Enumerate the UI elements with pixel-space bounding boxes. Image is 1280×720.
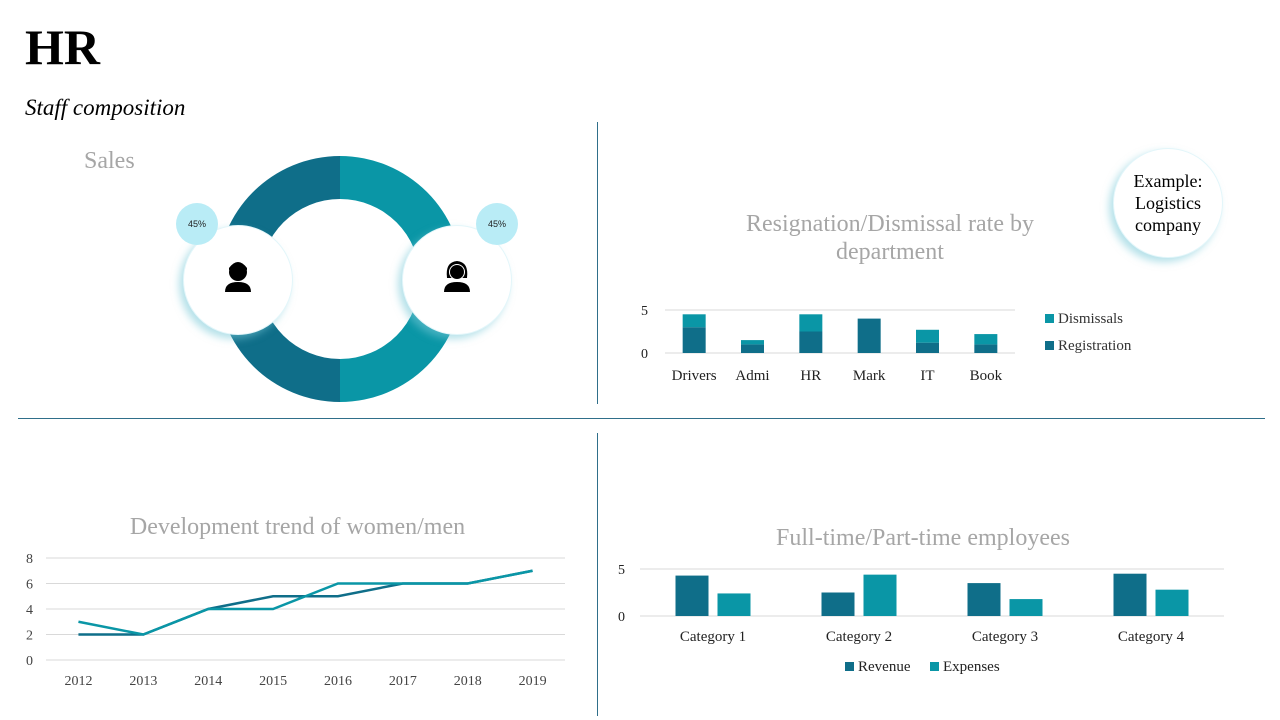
y-tick-label: 4	[26, 603, 33, 618]
y-tick-label: 5	[641, 304, 648, 319]
bar-registration	[799, 331, 823, 353]
y-tick-label: 6	[26, 578, 33, 593]
bar-dismissals	[974, 334, 998, 345]
legend-swatch	[1045, 314, 1054, 323]
y-tick-label: 0	[26, 654, 33, 669]
x-tick-label: Category 3	[972, 629, 1038, 645]
horizontal-divider	[18, 418, 1265, 419]
y-tick-label: 8	[26, 552, 33, 567]
x-tick-label: Mark	[853, 368, 886, 384]
bar-expenses	[1155, 589, 1189, 616]
fulltime-chart: 0 5 Category 1 Category 2 Category 3 Category…	[618, 563, 1224, 675]
x-tick-label: Admi	[735, 368, 769, 384]
resignation-chart: 0 5 Drivers Admi HR Mark IT Book Dismissals Regis…	[641, 304, 1132, 384]
bar-expenses	[717, 593, 751, 616]
x-tick-label: IT	[920, 368, 934, 384]
y-tick-label: 2	[26, 629, 33, 644]
sales-chart-title: Sales	[84, 148, 135, 174]
bar-registration	[974, 344, 998, 353]
example-badge: Example: Logistics company	[1113, 148, 1223, 258]
x-tick-label: 2013	[129, 674, 157, 689]
bar-dismissals	[916, 329, 939, 343]
bar-registration	[857, 318, 881, 353]
x-tick-label: 2015	[259, 674, 287, 689]
page-title: HR	[25, 19, 100, 75]
bar-expenses	[1009, 599, 1043, 616]
y-tick-label: 0	[618, 610, 625, 625]
legend-label: Revenue	[858, 659, 911, 675]
bar-dismissals	[799, 314, 823, 332]
x-tick-label: 2012	[64, 674, 92, 689]
page-subtitle: Staff composition	[25, 95, 186, 120]
trend-chart-title: Development trend of women/men	[129, 514, 466, 540]
y-tick-label: 5	[618, 563, 625, 578]
x-tick-label: HR	[800, 368, 821, 384]
vertical-divider-top	[597, 122, 598, 404]
bar-registration	[682, 327, 706, 353]
donut-segment-men	[217, 156, 340, 402]
legend-swatch	[1045, 341, 1054, 350]
legend-label: Dismissals	[1058, 311, 1123, 327]
legend-label: Registration	[1058, 338, 1132, 354]
vertical-divider-bottom	[597, 433, 598, 716]
men-circle	[183, 225, 293, 335]
sales-donut-chart	[217, 156, 463, 402]
legend-swatch	[930, 662, 939, 671]
line-series-2	[78, 569, 533, 636]
line-series-1	[78, 569, 533, 636]
x-tick-label: 2014	[194, 674, 222, 689]
bar-revenue	[675, 575, 709, 616]
x-tick-label: 2018	[454, 674, 482, 689]
bar-revenue	[821, 592, 855, 616]
bar-registration	[916, 342, 939, 353]
man-icon	[225, 262, 251, 292]
fulltime-chart-title: Full-time/Part-time employees	[776, 525, 1070, 551]
donut-segment-women	[340, 156, 463, 402]
bar-expenses	[863, 574, 897, 616]
bar-revenue	[967, 583, 1001, 616]
women-percent-badge: 45%	[476, 203, 518, 245]
bar-dismissals	[741, 340, 764, 345]
legend-swatch	[845, 662, 854, 671]
legend-label: Expenses	[943, 659, 1000, 675]
bar-registration	[741, 344, 764, 353]
trend-chart: 0 2 4 6 8 2012 2013 2014 2015 2016 2017 2018 2019	[26, 552, 565, 689]
x-tick-label: 2016	[324, 674, 352, 689]
x-tick-label: Category 1	[680, 629, 746, 645]
y-tick-label: 0	[641, 347, 648, 362]
x-tick-label: Category 2	[826, 629, 892, 645]
x-tick-label: Drivers	[672, 368, 717, 384]
men-percent-badge: 45%	[176, 203, 218, 245]
x-tick-label: 2019	[519, 674, 547, 689]
x-tick-label: Book	[970, 368, 1003, 384]
x-tick-label: Category 4	[1118, 629, 1185, 645]
woman-icon	[444, 261, 470, 292]
bar-revenue	[1113, 573, 1147, 616]
resignation-chart-title: Resignation/Dismissal rate by department	[746, 211, 1034, 265]
bar-dismissals	[682, 314, 706, 328]
x-tick-label: 2017	[389, 674, 417, 689]
